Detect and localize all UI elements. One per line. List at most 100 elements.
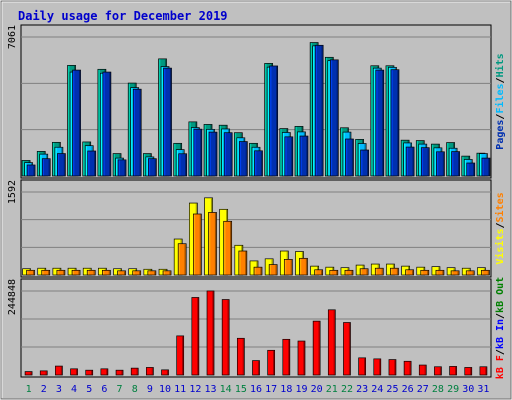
bar-pages-day-17 <box>269 65 279 177</box>
bar-pages-day-6 <box>102 71 112 177</box>
bars <box>24 290 488 376</box>
bar-sites-day-31 <box>481 269 490 276</box>
x-tick-label: 15 <box>235 384 247 395</box>
x-tick-label: 3 <box>56 384 62 395</box>
x-tick-label: 24 <box>371 384 383 395</box>
bar-kb-f-day-27 <box>418 364 427 376</box>
bar-sites-day-23 <box>359 268 369 276</box>
bar-kb-f-day-29 <box>449 366 457 376</box>
bar-kb-f-day-5 <box>85 369 94 376</box>
x-tick-label: 8 <box>132 384 138 395</box>
bar-sites-day-25 <box>390 267 399 276</box>
bar-sites-day-30 <box>465 270 475 276</box>
bar-pages-day-7 <box>117 159 127 177</box>
bar-sites-day-28 <box>435 269 445 276</box>
gridlines <box>21 191 491 248</box>
bar-kb-f-day-2 <box>39 370 48 376</box>
legend-sites: Sites <box>494 192 506 222</box>
x-tick-label: 10 <box>159 384 171 395</box>
bar-kb-f-day-18 <box>282 338 291 376</box>
bar-kb-f-day-30 <box>464 367 473 376</box>
bar-pages-day-26 <box>405 146 415 177</box>
bar-pages-day-15 <box>238 141 248 177</box>
bar-kb-f-day-8 <box>130 367 139 376</box>
bar-pages-day-1 <box>26 164 36 177</box>
x-tick-label: 17 <box>265 384 277 395</box>
bar-kb-f-day-6 <box>100 368 109 376</box>
bar-sites-day-3 <box>56 269 66 276</box>
bar-sites-day-13 <box>208 212 217 276</box>
panel-max-label: 7061 <box>7 25 18 49</box>
bar-kb-f-day-9 <box>146 367 154 376</box>
bar-sites-day-6 <box>102 269 111 276</box>
bar-sites-day-16 <box>253 266 263 276</box>
panel-legend: Pages/Files/Hits <box>494 53 506 149</box>
bar-kb-f-day-1 <box>24 371 33 376</box>
bar-pages-day-29 <box>451 151 460 177</box>
x-tick-label: 18 <box>280 384 292 395</box>
bar-pages-day-9 <box>148 158 157 177</box>
legend-visits: Visits <box>494 229 506 265</box>
legend-hits: Hits <box>494 53 506 77</box>
bar-sites-day-24 <box>374 267 384 276</box>
bar-pages-day-25 <box>390 69 400 177</box>
x-tick-label: 5 <box>86 384 92 395</box>
legend-kb-f: kB F <box>495 355 506 379</box>
bar-pages-day-20 <box>314 44 324 177</box>
x-tick-label: 11 <box>174 384 186 395</box>
bar-kb-f-day-26 <box>403 360 412 376</box>
bar-sites-day-14 <box>223 220 233 276</box>
bar-pages-day-8 <box>132 88 142 177</box>
bar-pages-day-21 <box>329 59 339 177</box>
bar-pages-day-2 <box>41 158 51 177</box>
x-tick-label: 9 <box>147 384 153 395</box>
bar-kb-f-day-20 <box>312 320 321 376</box>
x-tick-label: 20 <box>311 384 323 395</box>
bar-pages-day-10 <box>163 67 172 177</box>
legend-kb-in: kB In <box>495 319 506 349</box>
bar-kb-f-day-15 <box>236 337 245 376</box>
x-tick-label: 4 <box>71 384 77 395</box>
bars <box>22 197 490 276</box>
panel-legend: Visits/Sites <box>494 192 506 264</box>
bar-kb-f-day-21 <box>327 309 336 376</box>
gridlines <box>21 290 491 348</box>
bar-pages-day-12 <box>193 128 203 177</box>
bar-kb-f-day-28 <box>434 366 442 376</box>
panel-max-label: 1592 <box>7 180 18 204</box>
bar-kb-f-day-13 <box>206 290 215 376</box>
bar-pages-day-11 <box>178 153 188 177</box>
bar-kb-f-day-19 <box>297 340 306 376</box>
x-tick-label: 14 <box>220 384 232 395</box>
bar-sites-day-20 <box>314 269 323 276</box>
bar-sites-day-10 <box>162 270 172 276</box>
bar-sites-day-26 <box>405 269 414 276</box>
bar-sites-day-2 <box>41 269 51 276</box>
bar-sites-day-27 <box>420 269 430 276</box>
bar-kb-f-day-16 <box>252 360 260 376</box>
bar-kb-f-day-10 <box>161 369 169 376</box>
bar-kb-f-day-4 <box>70 368 78 376</box>
bar-pages-day-19 <box>299 135 309 177</box>
bar-pages-day-16 <box>254 150 263 177</box>
visits-panel: 1592 Visits/Sites <box>7 179 506 278</box>
bar-kb-f-day-31 <box>479 366 488 376</box>
bar-pages-day-30 <box>466 162 476 177</box>
x-tick-label: 6 <box>101 384 107 395</box>
bar-kb-f-day-25 <box>388 359 397 376</box>
legend-pages: Pages <box>495 120 506 150</box>
x-tick-label: 26 <box>402 384 414 395</box>
bar-sites-day-7 <box>117 270 126 276</box>
bar-pages-day-31 <box>481 157 491 177</box>
bar-sites-day-9 <box>147 270 157 276</box>
bar-sites-day-22 <box>344 269 354 276</box>
x-axis-labels: 1 2 3 4 5 6 7 8 9 10 11 12 13 14 15 16 17 18 19 20 21 22 23 24 2… <box>26 384 490 395</box>
bar-sites-day-19 <box>299 257 308 276</box>
bar-sites-day-11 <box>177 243 187 276</box>
bar-sites-day-4 <box>71 269 81 276</box>
chart-title: Daily usage for December 2019 <box>18 9 228 23</box>
panel-legend: kB F/kB In/kB Out <box>495 277 506 379</box>
x-tick-label: 25 <box>386 384 398 395</box>
